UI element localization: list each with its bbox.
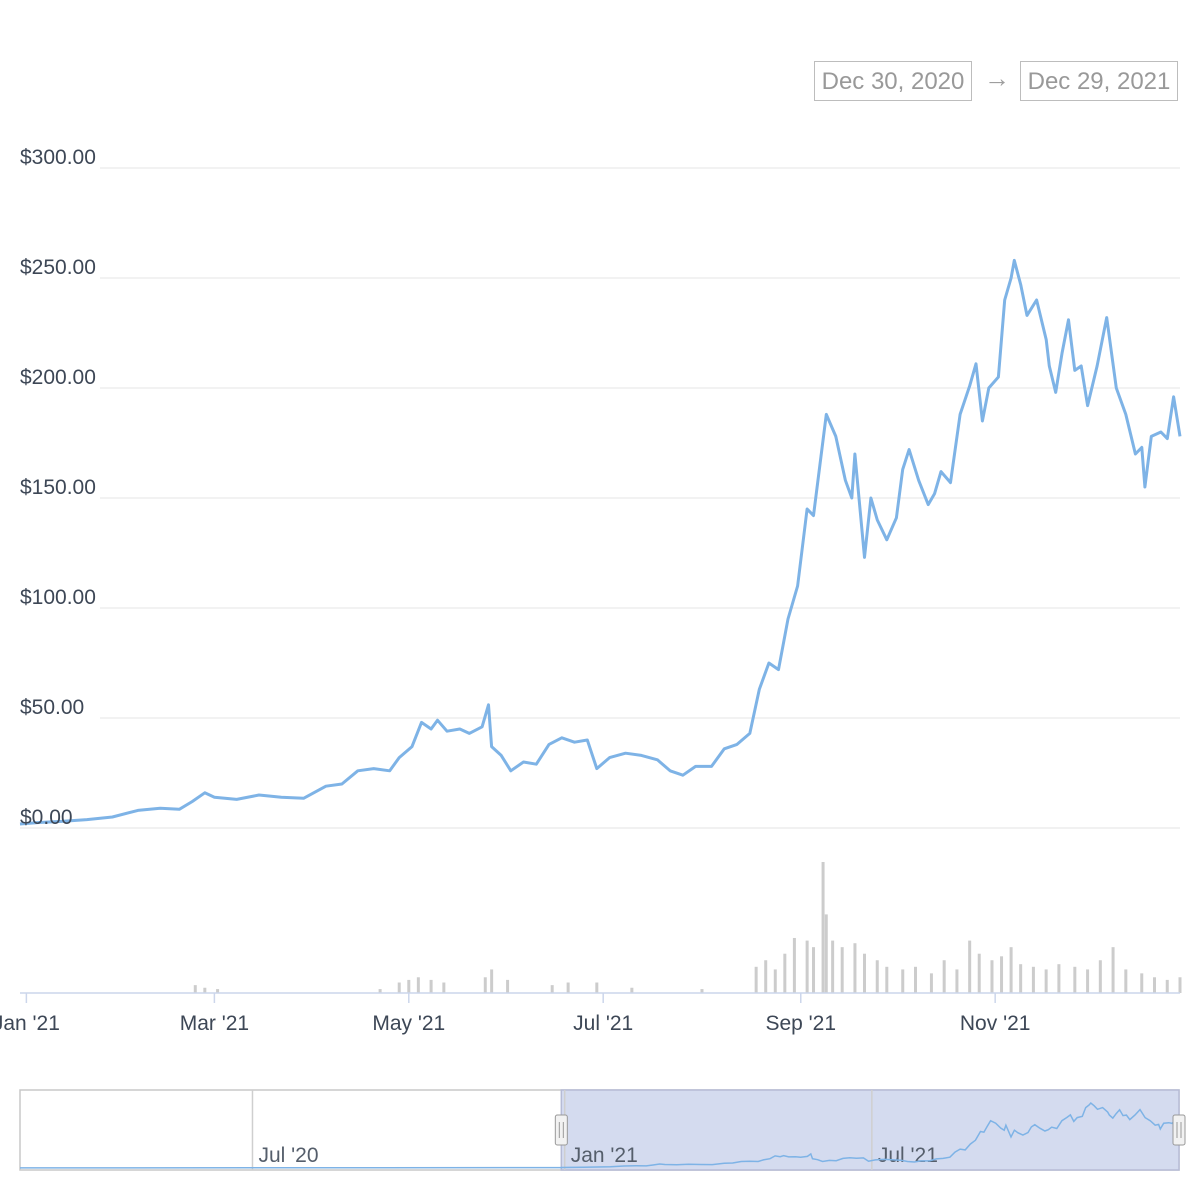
volume-bar — [490, 969, 494, 993]
range-arrow-icon: → — [984, 63, 1010, 93]
x-tick-label: Mar '21 — [180, 1012, 249, 1035]
volume-bar — [1000, 956, 1004, 993]
volume-bar — [831, 940, 835, 993]
navigator-selection[interactable] — [560, 1089, 1180, 1171]
volume-bar — [407, 979, 411, 993]
volume-bar — [968, 940, 972, 993]
volume-bar — [1165, 979, 1169, 993]
volume-bar — [700, 989, 704, 993]
volume-bar — [216, 989, 220, 993]
x-tick-label: Jan '21 — [0, 1012, 60, 1035]
y-tick-label: $50.00 — [20, 696, 84, 719]
volume-bars — [193, 862, 1182, 993]
volume-bar — [1044, 969, 1048, 993]
volume-bar — [942, 960, 946, 993]
volume-bar — [566, 982, 570, 993]
volume-bar — [429, 979, 433, 993]
y-tick-label: $150.00 — [20, 476, 96, 499]
volume-bar — [1086, 969, 1090, 993]
volume-bar — [1178, 977, 1182, 993]
volume-bar — [821, 862, 825, 993]
volume-bar — [1073, 966, 1077, 993]
volume-bar — [442, 982, 446, 993]
range-to-input[interactable]: Dec 29, 2021 — [1020, 61, 1178, 101]
volume-bar — [1057, 964, 1061, 993]
volume-bar — [853, 943, 857, 993]
navigator-tick-label: Jul '21 — [878, 1144, 938, 1167]
range-from-input[interactable]: Dec 30, 2020 — [814, 61, 972, 101]
volume-bar — [378, 989, 382, 993]
volume-bar — [875, 960, 879, 993]
handle-grip[interactable] — [554, 1114, 568, 1146]
volume-bar — [913, 966, 917, 993]
navigator-tick-label: Jul '20 — [258, 1144, 318, 1167]
volume-bar — [773, 969, 777, 993]
navigator[interactable]: Jul '20 Jan '21 Jul '21 — [19, 1089, 1186, 1171]
volume-bar — [840, 947, 844, 993]
volume-bar — [1098, 960, 1102, 993]
volume-bar — [1153, 977, 1157, 993]
x-tick-label: May '21 — [372, 1012, 445, 1035]
navigator-left-handle[interactable] — [554, 1114, 568, 1146]
volume-bar — [483, 977, 487, 993]
x-tick-label: Nov '21 — [960, 1012, 1031, 1035]
volume-bar — [824, 914, 828, 993]
y-tick-label: $100.00 — [20, 586, 96, 609]
volume-bar — [754, 966, 758, 993]
volume-bar — [901, 969, 905, 993]
volume-bar — [764, 960, 768, 993]
volume-bar — [193, 985, 197, 993]
volume-bar — [506, 979, 510, 993]
volume-bar — [203, 987, 207, 993]
volume-bar — [805, 940, 809, 993]
volume-bar — [792, 937, 796, 993]
volume-bar — [885, 966, 889, 993]
volume-bar — [595, 982, 599, 993]
volume-bar — [990, 960, 994, 993]
volume-bar — [630, 987, 634, 993]
volume-bar — [416, 977, 420, 993]
y-axis: $0.00 $50.00 $100.00 $150.00 $200.00 $250.00 $… — [20, 146, 96, 829]
x-tick-label: Sep '21 — [765, 1012, 836, 1035]
x-axis: Jan '21 Mar '21 May '21 Jul '21 Sep '21 Nov '… — [0, 993, 1030, 1035]
volume-bar — [397, 982, 401, 993]
volume-bar — [812, 947, 816, 993]
volume-bar — [1124, 969, 1128, 993]
handle-grip[interactable] — [1172, 1114, 1186, 1146]
volume-bar — [929, 973, 933, 993]
navigator-line — [19, 1101, 1180, 1169]
volume-bar — [783, 953, 787, 993]
volume-bar — [1111, 947, 1115, 993]
volume-bar — [1019, 964, 1023, 993]
volume-bar — [955, 969, 959, 993]
y-tick-label: $300.00 — [20, 146, 96, 169]
y-tick-label: $250.00 — [20, 256, 96, 279]
volume-bar — [550, 985, 554, 993]
volume-bar — [863, 953, 867, 993]
y-tick-label: $200.00 — [20, 366, 96, 389]
volume-bar — [1009, 947, 1013, 993]
y-tick-label: $0.00 — [20, 806, 73, 829]
volume-bar — [977, 953, 981, 993]
volume-bar — [1140, 973, 1144, 993]
volume-bar — [1031, 966, 1035, 993]
navigator-tick-label: Jan '21 — [571, 1144, 638, 1167]
grid-lines — [20, 167, 1180, 829]
x-tick-label: Jul '21 — [573, 1012, 633, 1035]
navigator-right-handle[interactable] — [1172, 1114, 1186, 1146]
price-line — [19, 258, 1182, 826]
